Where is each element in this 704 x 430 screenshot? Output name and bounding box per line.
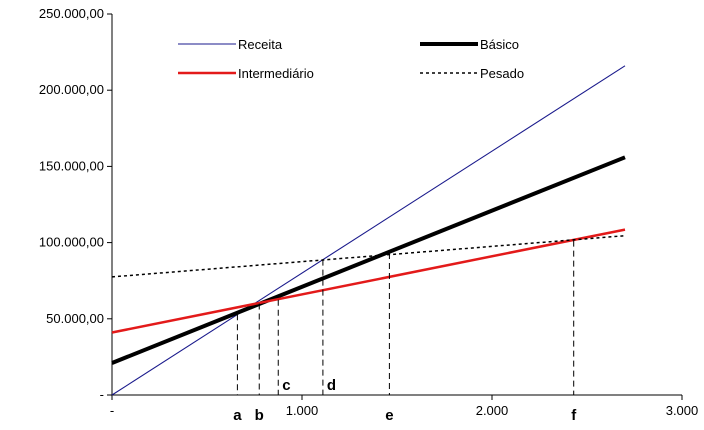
series-layer <box>111 65 626 396</box>
axes: - 50.000,00 100.000,00 150.000,00 200.000,00… <box>39 6 698 418</box>
y-tick-label: 50.000,00 <box>46 311 104 326</box>
marker-label-b: b <box>255 407 264 424</box>
y-tick-label: 200.000,00 <box>39 82 104 97</box>
x-tick-label: - <box>110 403 114 418</box>
x-tick-label: 2.000 <box>476 403 509 418</box>
marker-label-f: f <box>571 407 577 424</box>
series-line-pesado <box>111 234 626 278</box>
marker-label-d: d <box>327 377 336 394</box>
x-tick-label: 1.000 <box>286 403 319 418</box>
marker-label-a: a <box>233 407 242 424</box>
legend-label: Receita <box>238 37 283 52</box>
series-line-receita <box>111 65 626 396</box>
y-tick-label: - <box>100 387 104 402</box>
series-line-intermedirio <box>111 228 626 334</box>
legend: Receita Básico Intermediário Pesado <box>178 37 524 81</box>
y-tick-label: 250.000,00 <box>39 6 104 21</box>
y-tick-label: 100.000,00 <box>39 235 104 250</box>
y-tick-label: 150.000,00 <box>39 158 104 173</box>
markers-layer: a b c d e f <box>233 240 577 424</box>
legend-label: Básico <box>480 37 519 52</box>
legend-label: Pesado <box>480 66 524 81</box>
marker-label-e: e <box>385 407 393 424</box>
series-line-bsico <box>111 155 626 365</box>
x-tick-label: 3.000 <box>666 403 699 418</box>
legend-label: Intermediário <box>238 66 314 81</box>
marker-label-c: c <box>282 377 290 394</box>
